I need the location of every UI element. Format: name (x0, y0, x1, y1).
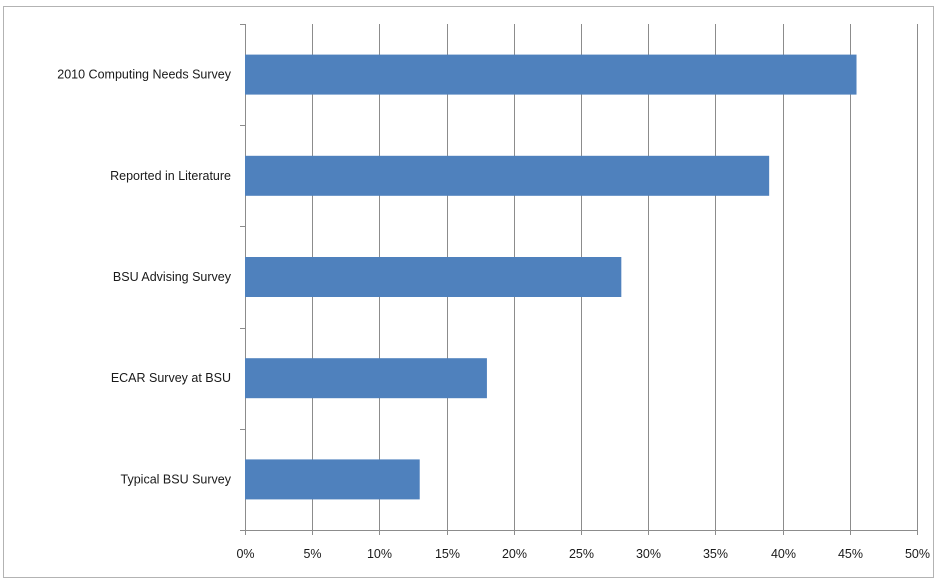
x-tick-label: 0% (236, 547, 254, 561)
x-tick-label: 10% (367, 547, 392, 561)
bar (245, 155, 770, 196)
category-label: Typical BSU Survey (121, 472, 232, 486)
category-label: ECAR Survey at BSU (111, 371, 231, 385)
category-label: BSU Advising Survey (113, 270, 232, 284)
x-tick-label: 40% (771, 547, 796, 561)
bar (245, 358, 487, 399)
bar (245, 257, 622, 297)
x-tick-label: 15% (435, 547, 460, 561)
x-tick-label: 30% (636, 547, 661, 561)
x-tick-label: 25% (569, 547, 594, 561)
x-tick-label: 50% (905, 547, 930, 561)
x-tick-label: 35% (703, 547, 728, 561)
x-tick-label: 20% (502, 547, 527, 561)
bar (245, 459, 420, 500)
category-label: 2010 Computing Needs Survey (57, 68, 231, 82)
bar (245, 54, 857, 95)
x-tick-label: 5% (303, 547, 321, 561)
category-label: Reported in Literature (110, 169, 231, 183)
x-tick-label: 45% (838, 547, 863, 561)
